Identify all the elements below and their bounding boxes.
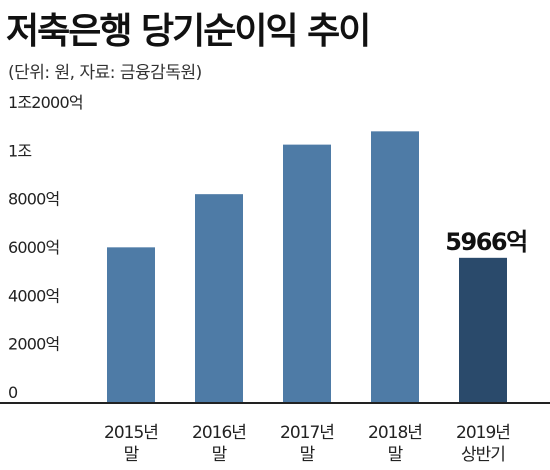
bar bbox=[283, 144, 331, 402]
x-category-label: 2018년 말 bbox=[368, 423, 422, 465]
chart-title: 저축은행 당기순이익 추이 bbox=[6, 11, 371, 52]
data-labels: 5966억 bbox=[445, 228, 528, 256]
y-axis-ticks: 0 2000억 4000억 6000억 8000억 1조 1조2000억 bbox=[8, 93, 84, 402]
chart-subtitle: (단위: 원, 자료: 금융감독원) bbox=[8, 63, 202, 83]
x-category-label: 2019년 상반기 bbox=[456, 423, 510, 465]
bar bbox=[195, 194, 243, 402]
x-axis-categories: 2015년 말 2016년 말 2017년 말 2018년 말 2019년 상반기 bbox=[104, 423, 511, 465]
y-tick-label: 4000억 bbox=[8, 286, 59, 305]
data-label: 5966억 bbox=[445, 228, 526, 256]
bar bbox=[371, 131, 419, 403]
y-tick-label: 8000억 bbox=[8, 190, 59, 209]
x-category-label: 2016년 말 bbox=[192, 423, 246, 465]
bar bbox=[107, 247, 155, 402]
x-category-label: 2015년 말 bbox=[104, 423, 158, 465]
x-category-label: 2017년 말 bbox=[280, 423, 334, 465]
bar bbox=[459, 257, 507, 402]
y-tick-label: 1조2000억 bbox=[8, 93, 83, 112]
bars bbox=[107, 131, 507, 403]
y-tick-label: 6000억 bbox=[8, 238, 59, 257]
y-tick-label: 0 bbox=[8, 383, 18, 402]
y-tick-label: 1조 bbox=[8, 141, 31, 160]
y-tick-label: 2000억 bbox=[8, 335, 59, 354]
